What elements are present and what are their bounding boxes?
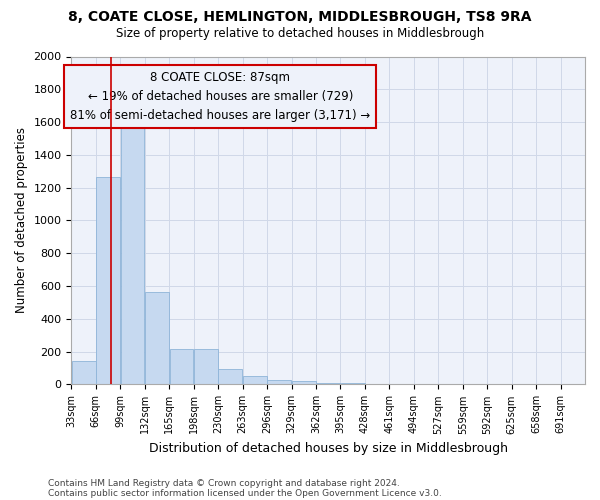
X-axis label: Distribution of detached houses by size in Middlesbrough: Distribution of detached houses by size … [149, 442, 508, 455]
Bar [194, 349, 218, 384]
Y-axis label: Number of detached properties: Number of detached properties [15, 128, 28, 314]
Text: 8, COATE CLOSE, HEMLINGTON, MIDDLESBROUGH, TS8 9RA: 8, COATE CLOSE, HEMLINGTON, MIDDLESBROUG… [68, 10, 532, 24]
Text: Contains public sector information licensed under the Open Government Licence v3: Contains public sector information licen… [48, 488, 442, 498]
Text: Contains HM Land Registry data © Crown copyright and database right 2024.: Contains HM Land Registry data © Crown c… [48, 478, 400, 488]
Bar [243, 376, 267, 384]
Text: 8 COATE CLOSE: 87sqm
← 19% of detached houses are smaller (729)
81% of semi-deta: 8 COATE CLOSE: 87sqm ← 19% of detached h… [70, 72, 370, 122]
Bar [121, 127, 145, 384]
Bar [96, 177, 120, 384]
Bar [292, 381, 316, 384]
Bar [170, 349, 193, 384]
Bar [71, 362, 95, 384]
Bar [145, 292, 169, 384]
Bar [341, 383, 365, 384]
Bar [316, 383, 340, 384]
Bar [268, 380, 291, 384]
Bar [218, 369, 242, 384]
Text: Size of property relative to detached houses in Middlesbrough: Size of property relative to detached ho… [116, 28, 484, 40]
